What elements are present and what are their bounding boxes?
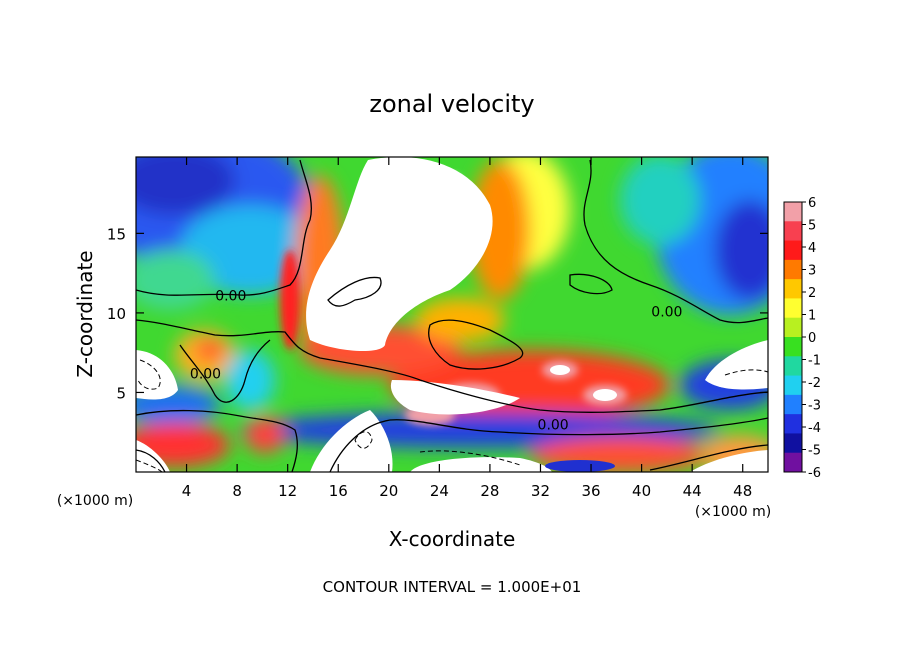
x-tick-label: 28 [480,482,499,500]
x-tick-label: 36 [581,482,600,500]
chart-title: zonal velocity [369,90,534,118]
colorbar-tick-label: -6 [808,466,821,481]
x-tick-label: 20 [379,482,398,500]
contour-label: 0.00 [651,304,682,320]
y-axis: 5 10 15 [107,225,768,402]
colorbar-tick-label: -4 [808,421,821,436]
colorbar-tick-label: 2 [808,286,816,301]
x-axis-label: X-coordinate [389,527,516,551]
x-tick-label: 16 [329,482,348,500]
x-tick-label: 12 [278,482,297,500]
colorbar-segment [784,317,802,338]
x-axis: 4 8 12 16 20 24 28 32 36 40 44 48 [182,157,752,500]
colorbar-tick-label: 6 [808,196,816,211]
contour-labels: 0.00 0.00 0.00 0.00 [190,288,683,433]
colorbar-segment [784,356,802,377]
x-tick-label: 8 [232,482,242,500]
colorbar-segment [784,279,802,299]
colorbar-segment [784,433,802,454]
colorbar-segment [784,298,802,319]
colorbar-tick-label: 4 [808,241,816,256]
plot-frame [135,156,769,473]
colorbar-segment [784,452,802,473]
colorbar-tick-label: -1 [808,354,821,369]
contour-lines [136,159,768,472]
colorbar-segment [784,259,802,280]
x-tick-label: 44 [683,482,702,500]
colorbar-tick-label: 3 [808,264,816,279]
y-tick-label: 15 [107,225,126,243]
colorbar-tick-label: 5 [808,219,816,234]
y-axis-label: Z-coordinate [73,250,97,377]
contour-label: 0.00 [215,288,246,304]
colorbar-segment [784,221,802,242]
colorbar-segment [784,240,802,261]
colorbar-segment [784,414,802,434]
colorbar-tick-label: -5 [808,444,821,459]
colorbar-tick-label: 0 [808,331,816,346]
colorbar-tick-label: -2 [808,376,821,391]
colorbar-segment [784,202,802,222]
colorbar-segment [784,394,802,415]
x-unit-left: (×1000 m) [57,493,133,509]
y-tick-label: 5 [116,384,126,402]
contour-label: 0.00 [538,417,569,433]
x-tick-label: 32 [531,482,550,500]
y-tick-label: 10 [107,305,126,323]
x-tick-label: 40 [632,482,651,500]
x-tick-label: 4 [182,482,192,500]
colorbar: 6 5 4 3 2 1 0 -1 -2 -3 -4 -5 -6 [783,196,821,481]
x-unit-right: (×1000 m) [695,504,771,520]
colorbar-tick-label: -3 [808,399,821,414]
x-tick-label: 24 [430,482,449,500]
contour-label: 0.00 [190,366,221,382]
colorbar-tick-label: 1 [808,309,816,324]
velocity-field [136,157,768,472]
x-tick-label: 48 [733,482,752,500]
contour-interval-note: CONTOUR INTERVAL = 1.000E+01 [323,578,582,596]
colorbar-segment [784,337,802,357]
colorbar-segment [784,375,802,396]
